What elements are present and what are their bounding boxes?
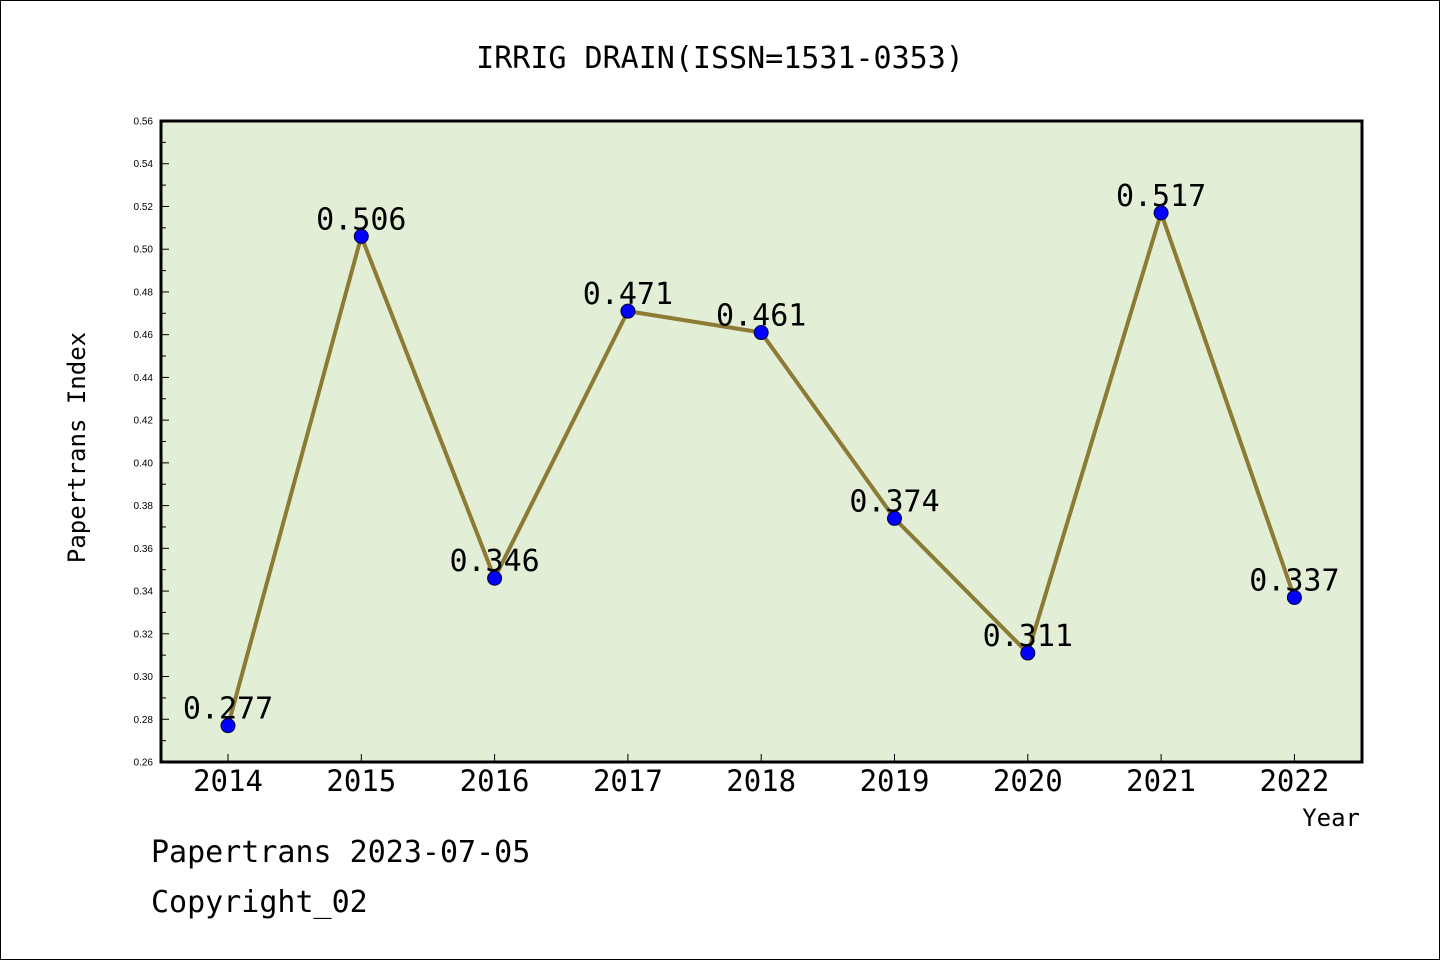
y-tick-label: 0.54 <box>134 159 154 170</box>
data-label: 0.517 <box>1116 179 1206 214</box>
data-point <box>887 510 902 526</box>
x-tick-label: 2020 <box>993 764 1063 798</box>
data-label: 0.471 <box>583 277 673 312</box>
y-tick-label: 0.32 <box>134 629 154 640</box>
x-tick-label: 2021 <box>1126 764 1196 798</box>
data-label: 0.506 <box>316 202 406 237</box>
data-point <box>753 325 769 341</box>
x-axis: 2014 2015 2016 2017 2018 2019 2020 2021 2022 <box>193 754 1329 798</box>
data-point <box>353 228 369 244</box>
y-tick-label: 0.30 <box>134 672 154 683</box>
y-tick-label: 0.44 <box>134 373 154 384</box>
y-tick-label: 0.26 <box>134 758 154 769</box>
data-labels: 0.277 0.506 0.346 0.471 0.461 0.374 0.311 0.517… <box>183 179 1340 727</box>
y-tick-label: 0.38 <box>134 501 154 512</box>
y-tick-label: 0.48 <box>134 287 154 298</box>
data-point <box>220 718 236 734</box>
data-label: 0.277 <box>183 692 273 727</box>
data-point <box>1153 205 1169 221</box>
data-label: 0.337 <box>1249 563 1339 598</box>
y-tick-label: 0.42 <box>134 416 154 427</box>
y-axis-label: Papertrans Index <box>63 332 91 563</box>
y-tick-label: 0.34 <box>134 587 154 598</box>
data-point <box>487 570 503 586</box>
data-label: 0.461 <box>716 299 806 334</box>
data-label: 0.311 <box>983 619 1073 654</box>
data-label: 0.374 <box>849 484 939 519</box>
y-tick-label: 0.36 <box>134 544 154 555</box>
x-axis-label: Year <box>1302 804 1360 832</box>
x-tick-label: 2017 <box>593 764 663 798</box>
chart-title: IRRIG DRAIN(ISSN=1531-0353) <box>476 41 964 76</box>
data-point <box>1286 589 1302 605</box>
y-tick-label: 0.40 <box>134 458 154 469</box>
x-tick-label: 2014 <box>193 764 263 798</box>
data-point <box>620 303 636 319</box>
plot-border <box>159 119 1364 764</box>
data-points <box>220 205 1302 734</box>
x-tick-label: 2016 <box>460 764 530 798</box>
data-label: 0.346 <box>449 544 539 579</box>
x-tick-label: 2022 <box>1259 764 1329 798</box>
footer-copyright: Copyright_02 <box>151 885 368 920</box>
y-tick-label: 0.52 <box>134 202 154 213</box>
x-tick-label: 2015 <box>326 764 396 798</box>
y-tick-label: 0.28 <box>134 715 154 726</box>
x-tick-label: 2019 <box>860 764 930 798</box>
y-tick-label: 0.50 <box>134 245 154 256</box>
data-point <box>1020 645 1036 661</box>
x-tick-label: 2018 <box>726 764 796 798</box>
y-tick-label: 0.46 <box>134 330 154 341</box>
plot-area <box>161 121 1362 762</box>
y-tick-label: 0.56 <box>134 117 154 128</box>
footer-date: Papertrans 2023-07-05 <box>151 835 531 870</box>
